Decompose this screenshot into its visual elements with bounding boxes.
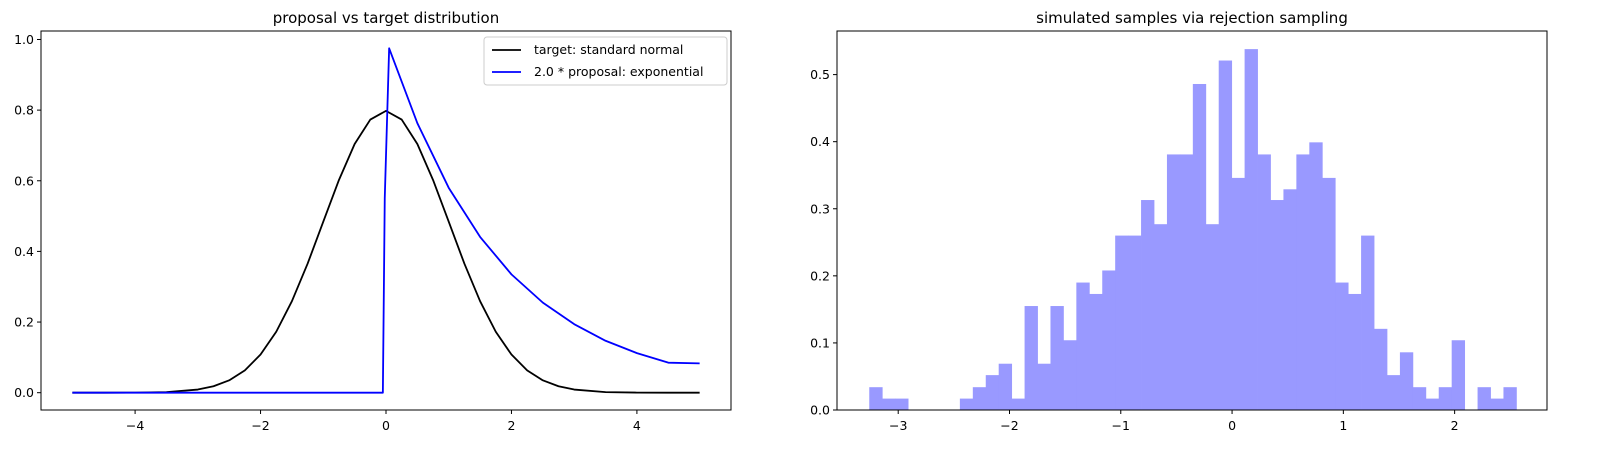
histogram-bar bbox=[1348, 293, 1362, 410]
histogram-bar bbox=[1115, 235, 1129, 410]
histogram-bar bbox=[1361, 235, 1375, 410]
histogram-y-tick-label: 0.1 bbox=[810, 335, 830, 350]
histogram-panel: simulated samples via rejection sampling… bbox=[810, 9, 1548, 433]
histogram-y-tick-label: 0.3 bbox=[810, 201, 830, 216]
histogram-bar bbox=[1270, 200, 1284, 410]
line-chart-y-tick-label: 0.2 bbox=[14, 315, 34, 330]
legend-label-proposal: 2.0 * proposal: exponential bbox=[534, 64, 703, 79]
histogram-bar bbox=[1490, 398, 1504, 410]
legend-label-target: target: standard normal bbox=[534, 42, 683, 57]
histogram-bar bbox=[1283, 189, 1297, 410]
line-chart-title: proposal vs target distribution bbox=[273, 9, 500, 27]
line-chart-x-tick-label: 0 bbox=[382, 418, 390, 433]
histogram-bar bbox=[1412, 387, 1427, 410]
histogram-bar bbox=[1438, 387, 1453, 410]
histogram-y-tick-label: 0.2 bbox=[810, 268, 830, 283]
histogram-bar bbox=[1386, 375, 1401, 410]
histogram-bar bbox=[1231, 177, 1245, 410]
line-chart-axes: −4 −2 0 2 4 0.0 0.2 0.4 0.6 0.8 1.0 bbox=[14, 30, 732, 433]
line-chart-x-tick-label: −4 bbox=[126, 418, 144, 433]
histogram-axes: −3 −2 −1 0 1 2 0.0 0.1 0.2 0.3 0.4 0.5 bbox=[810, 30, 1548, 433]
histogram-x-tick-label: 2 bbox=[1451, 418, 1459, 433]
histogram-bar bbox=[1037, 363, 1051, 410]
histogram-bar bbox=[1477, 387, 1491, 410]
line-chart-y-tick-label: 0.6 bbox=[14, 173, 34, 188]
histogram-bar bbox=[895, 398, 909, 410]
histogram-bar bbox=[1192, 83, 1207, 411]
histogram-bar bbox=[1503, 387, 1517, 410]
histogram-bar bbox=[882, 398, 896, 410]
line-chart-y-tick-label: 0.4 bbox=[14, 244, 34, 259]
histogram-bar bbox=[1011, 398, 1025, 410]
histogram-x-tick-label: −2 bbox=[1000, 418, 1018, 433]
histogram-bar bbox=[1322, 177, 1336, 410]
histogram-y-tick-label: 0.0 bbox=[810, 403, 830, 418]
histogram-bar bbox=[1205, 224, 1220, 410]
histogram-bar bbox=[1166, 154, 1181, 410]
histogram-bar bbox=[972, 387, 987, 410]
series-line-proposal-exponential bbox=[72, 47, 700, 394]
line-chart-panel: proposal vs target distribution −4 −2 0 2 4 0… bbox=[14, 9, 732, 433]
histogram-bar bbox=[1089, 293, 1103, 410]
legend-box bbox=[483, 36, 728, 86]
line-chart-y-tick-label: 0.8 bbox=[14, 103, 34, 118]
histogram-bar bbox=[998, 363, 1013, 410]
histogram-bar bbox=[1425, 398, 1440, 410]
histogram-bar bbox=[1102, 270, 1116, 410]
histogram-bar bbox=[1076, 282, 1090, 410]
histogram-bar bbox=[1218, 60, 1233, 411]
histogram-bar bbox=[1024, 306, 1038, 410]
histogram-bar bbox=[1374, 328, 1388, 410]
histogram-bar bbox=[1335, 282, 1349, 410]
histogram-title: simulated samples via rejection sampling bbox=[1036, 9, 1348, 27]
histogram-bar bbox=[1063, 340, 1077, 410]
histogram-bar bbox=[1244, 49, 1258, 411]
histogram-x-tick-label: −3 bbox=[889, 418, 907, 433]
line-chart-x-tick-label: 2 bbox=[507, 418, 515, 433]
histogram-bar bbox=[1257, 154, 1271, 410]
histogram-y-tick-label: 0.5 bbox=[810, 67, 830, 82]
histogram-bar bbox=[1399, 352, 1414, 410]
line-chart-y-tick-label: 0.0 bbox=[14, 385, 34, 400]
legend: target: standard normal 2.0 * proposal: … bbox=[483, 36, 728, 86]
histogram-frame bbox=[836, 30, 1548, 411]
histogram-bar bbox=[1451, 340, 1466, 410]
histogram-bar bbox=[1154, 224, 1168, 410]
histogram-bar bbox=[1179, 154, 1194, 410]
histogram-x-tick-label: 1 bbox=[1339, 418, 1347, 433]
histogram-y-tick-label: 0.4 bbox=[810, 134, 830, 149]
histogram-bar bbox=[1141, 200, 1155, 410]
histogram-plot-area bbox=[869, 49, 1517, 411]
histogram-bar bbox=[1309, 142, 1323, 410]
histogram-x-tick-label: 0 bbox=[1228, 418, 1236, 433]
series-line-target-normal bbox=[72, 109, 700, 394]
line-chart-y-tick-label: 1.0 bbox=[14, 32, 34, 47]
histogram-bar bbox=[1296, 154, 1310, 410]
histogram-bar bbox=[869, 387, 883, 410]
histogram-x-tick-label: −1 bbox=[1112, 418, 1130, 433]
histogram-bar bbox=[1128, 235, 1142, 410]
histogram-bar bbox=[1050, 306, 1064, 410]
histogram-bar bbox=[985, 375, 1000, 410]
line-chart-x-tick-label: 4 bbox=[633, 418, 641, 433]
line-chart-x-tick-label: −2 bbox=[251, 418, 269, 433]
histogram-bar bbox=[959, 398, 974, 410]
line-chart-plot-area bbox=[72, 47, 700, 394]
